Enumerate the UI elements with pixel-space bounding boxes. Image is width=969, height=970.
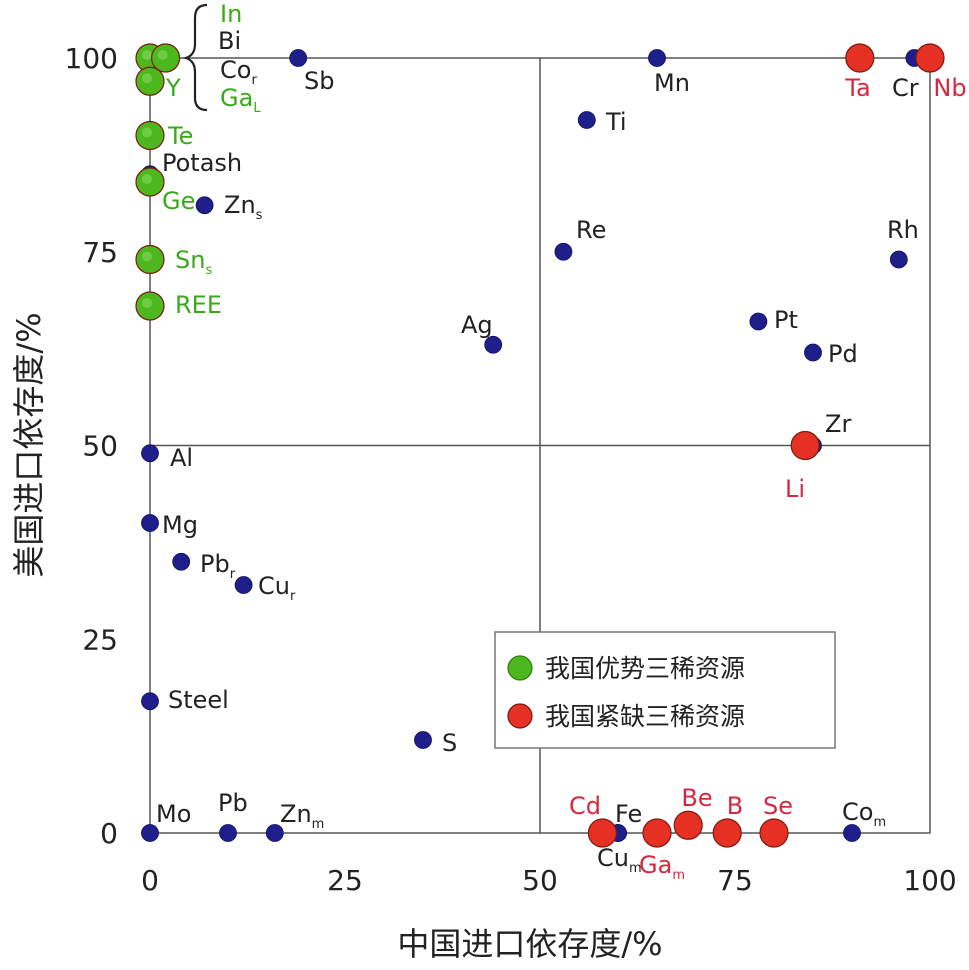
point-label: Nb (933, 74, 966, 102)
scarce-point (673, 810, 703, 840)
point-label: Y (165, 74, 181, 102)
point-label: Se (763, 792, 793, 820)
x-axis-title: 中国进口依存度/% (397, 925, 662, 963)
y-tick-label: 0 (100, 817, 118, 850)
point-label: Mo (156, 800, 191, 828)
point-label: Cur (258, 572, 296, 604)
element-point (265, 824, 284, 842)
x-tick-label: 0 (141, 864, 159, 897)
point-label: Pbr (200, 550, 236, 582)
legend-marker (507, 655, 533, 681)
point-label: Steel (168, 686, 229, 714)
point-label: Cd (569, 792, 601, 820)
point-highlight (142, 73, 152, 84)
point-label: Cor (220, 56, 257, 88)
point-highlight (142, 50, 152, 60)
point-label: Pb (218, 789, 248, 817)
point-highlight (142, 127, 152, 138)
point-label: Ti (605, 108, 627, 136)
point-label: B (727, 792, 743, 820)
point-label: Al (170, 444, 193, 472)
point-highlight (142, 251, 152, 262)
element-point (648, 49, 666, 67)
legend-box (494, 631, 836, 749)
point-label: Pt (774, 306, 798, 334)
point-label: Ag (461, 311, 493, 339)
element-point (843, 824, 861, 842)
point-label: Sb (304, 67, 334, 95)
y-tick-label: 50 (82, 430, 118, 463)
element-point (172, 552, 191, 571)
y-axis-title: 美国进口依存度/% (10, 312, 48, 577)
point-label: GaL (220, 84, 261, 116)
point-label: Mg (162, 511, 198, 539)
point-label: Te (167, 122, 193, 150)
scarce-point (915, 43, 945, 73)
point-label: Potash (162, 149, 242, 177)
element-point (141, 444, 159, 463)
element-point (577, 111, 596, 129)
scarce-point (790, 430, 820, 461)
element-point (234, 576, 253, 594)
point-label: Com (842, 798, 886, 830)
scarce-point (642, 818, 672, 848)
scarce-point (712, 818, 742, 848)
element-point (749, 312, 768, 331)
point-label: Ta (844, 74, 870, 102)
point-label: Zns (224, 191, 263, 223)
point-highlight (142, 298, 152, 308)
point-label: Mn (654, 69, 690, 97)
point-label: Cr (892, 74, 919, 102)
group-brace (182, 3, 208, 112)
y-tick-label: 25 (82, 623, 118, 656)
element-point (289, 49, 308, 67)
element-point (219, 824, 237, 842)
point-label: Cum (597, 844, 642, 876)
x-tick-label: 75 (717, 864, 753, 897)
x-tick-label: 50 (522, 864, 558, 897)
point-highlight (142, 174, 152, 184)
element-point (141, 514, 159, 532)
x-tick-label: 25 (327, 864, 363, 897)
point-label: S (442, 729, 457, 757)
element-point (889, 250, 908, 269)
point-label: Li (785, 475, 805, 503)
scarce-point (845, 43, 875, 73)
point-label: Znm (280, 800, 324, 832)
element-point (195, 196, 214, 215)
point-label: Re (576, 216, 606, 244)
point-label: Fe (615, 800, 642, 828)
point-label: In (220, 0, 242, 28)
y-tick-label: 75 (82, 236, 118, 269)
legend-label: 我国优势三稀资源 (545, 654, 745, 683)
x-tick-label: 100 (903, 864, 956, 897)
point-label: Gam (639, 851, 685, 883)
element-point (484, 335, 503, 354)
element-point (141, 692, 159, 711)
point-highlight (157, 50, 168, 60)
point-label: Zr (825, 410, 851, 438)
scarce-point (587, 818, 618, 848)
point-label: Sns (175, 246, 212, 278)
point-label: Pd (828, 340, 858, 368)
point-label: Be (681, 784, 712, 812)
point-label: Rh (887, 216, 919, 244)
legend-marker (507, 703, 533, 729)
element-point (554, 242, 573, 261)
point-label: REE (175, 291, 222, 319)
element-point (804, 343, 822, 362)
point-label: Ge (162, 187, 195, 215)
element-point (414, 731, 432, 749)
legend-label: 我国紧缺三稀资源 (545, 702, 745, 731)
y-tick-label: 100 (65, 42, 118, 75)
point-label: Bi (218, 27, 241, 55)
scarce-point (759, 818, 789, 848)
element-point (141, 824, 159, 842)
